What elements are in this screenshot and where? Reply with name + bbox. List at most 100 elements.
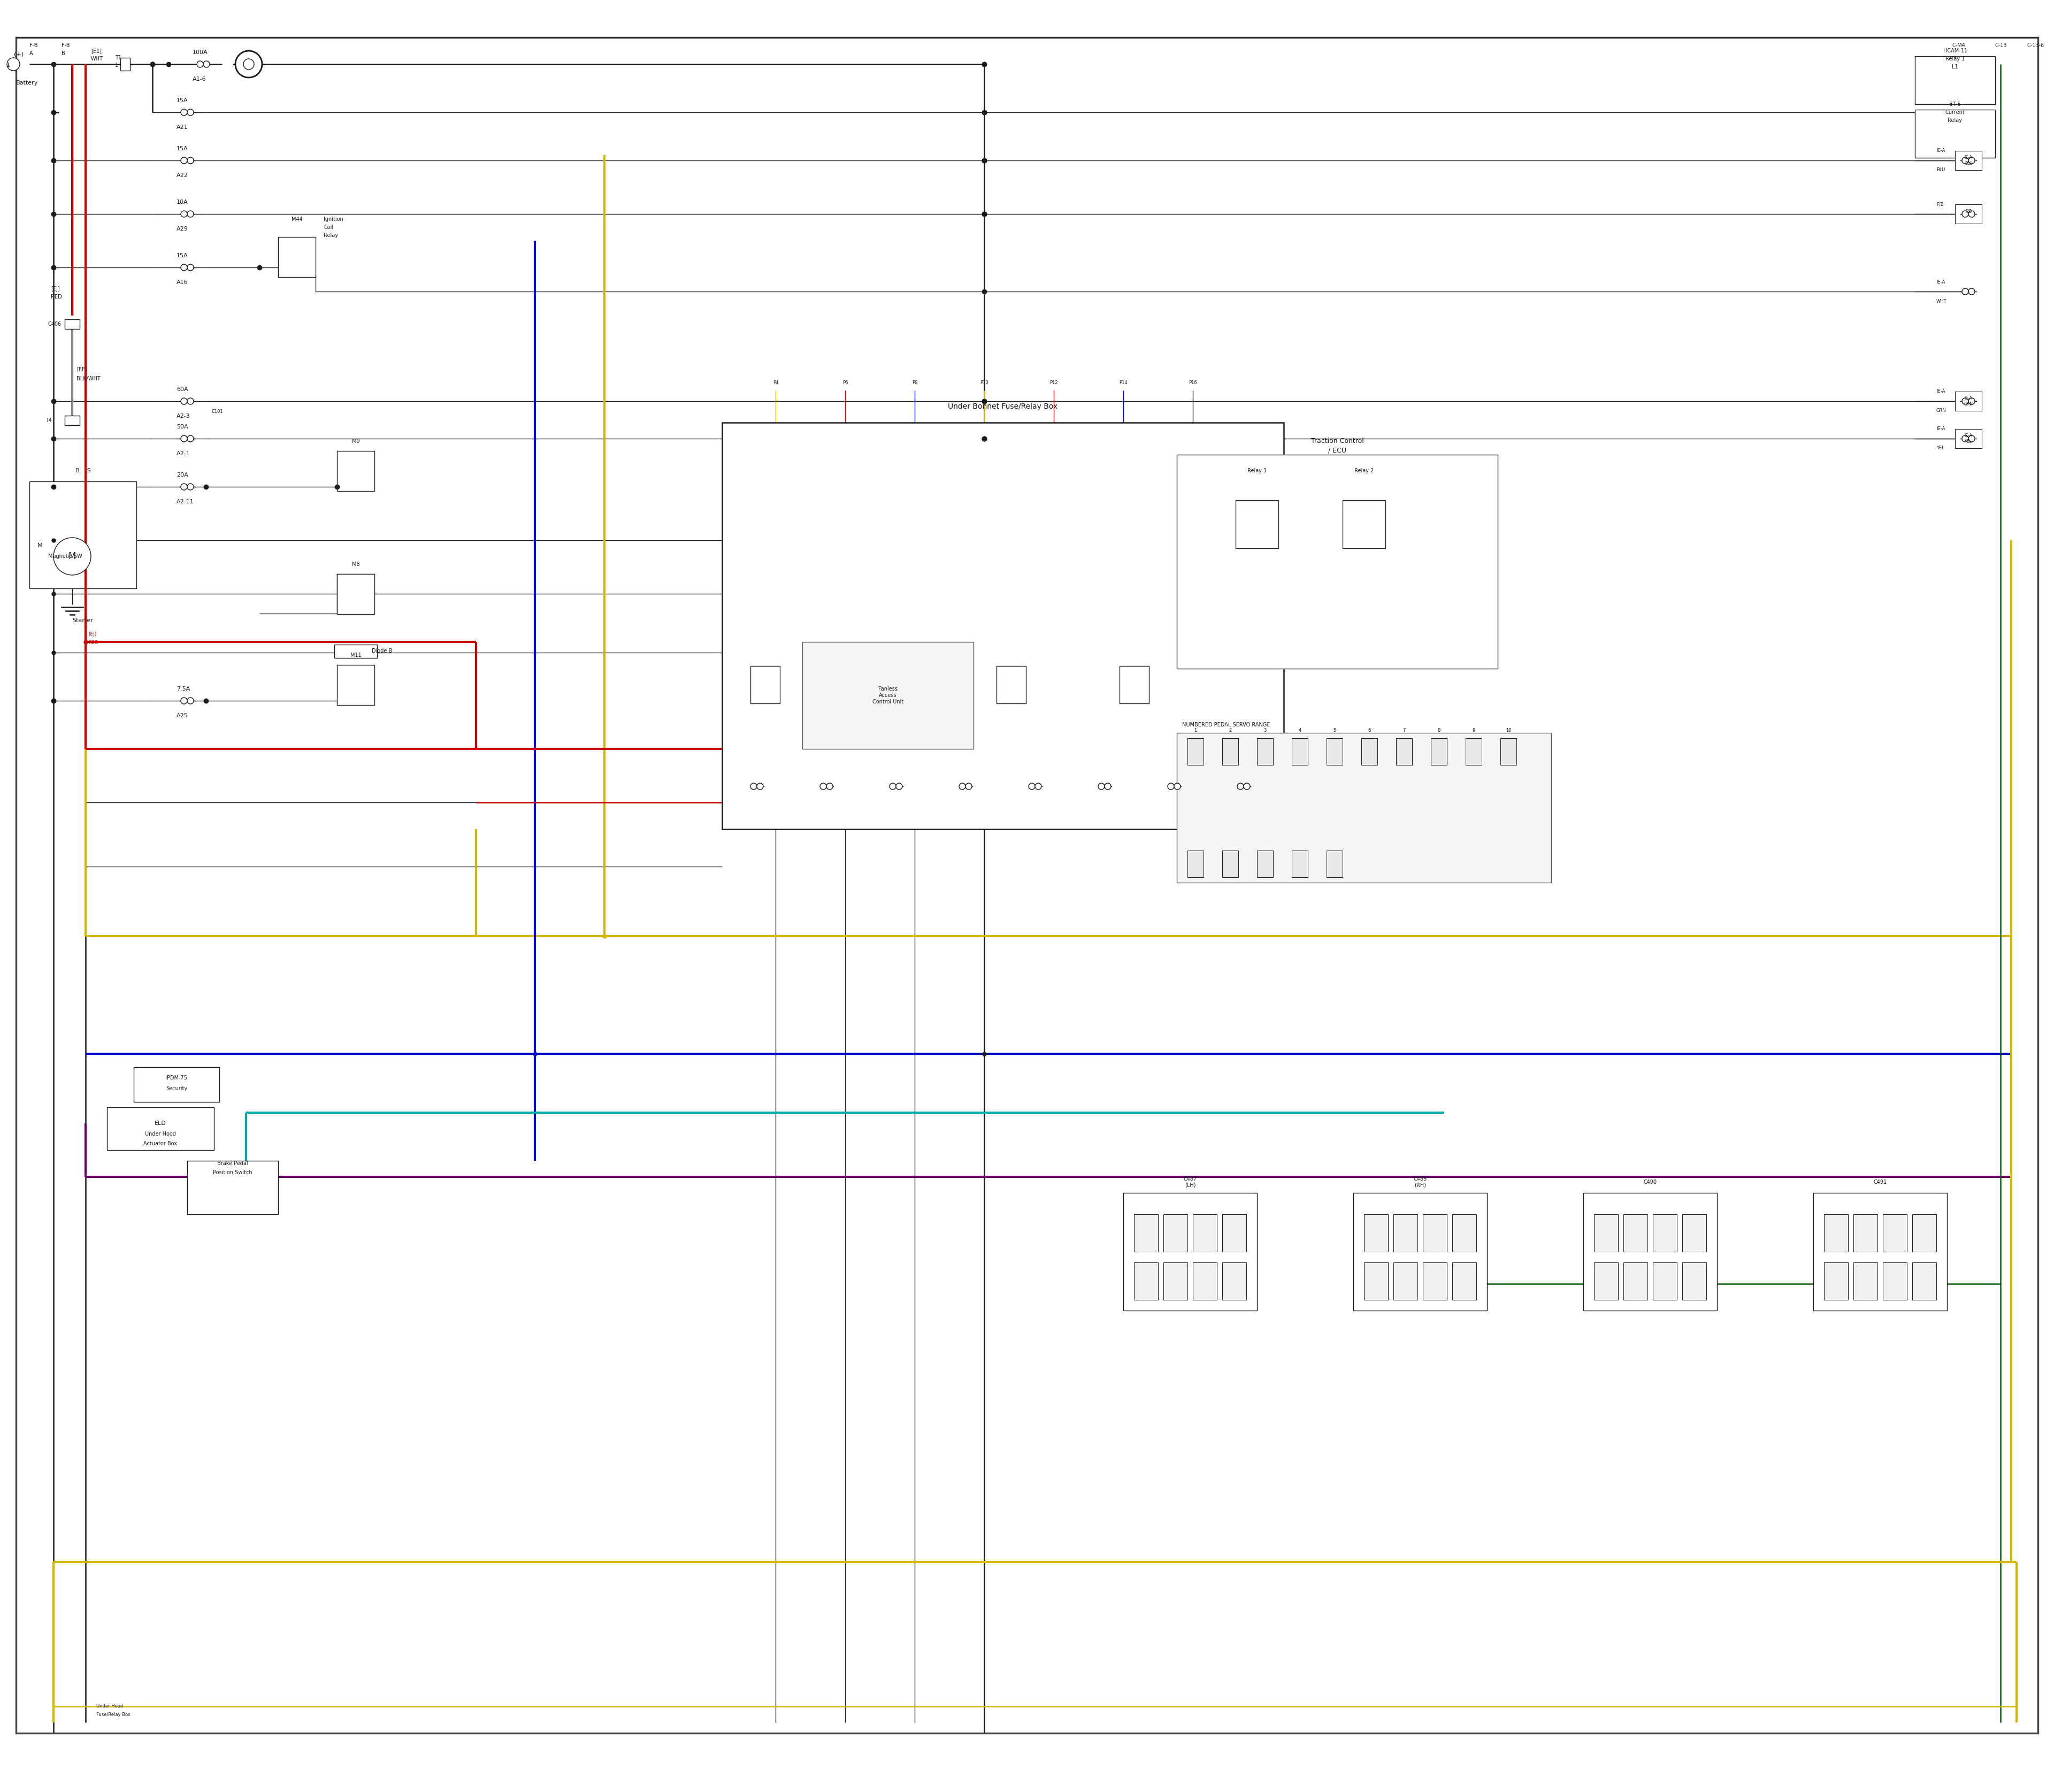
Bar bbox=[66, 319, 80, 330]
Bar bbox=[1393, 1262, 1417, 1299]
Text: YEL: YEL bbox=[1937, 446, 1945, 450]
Bar bbox=[1177, 455, 1497, 668]
Text: GRN: GRN bbox=[1937, 409, 1947, 414]
Text: 15A: 15A bbox=[177, 99, 189, 104]
Circle shape bbox=[181, 158, 187, 163]
Text: Fanless
Access
Control Unit: Fanless Access Control Unit bbox=[873, 686, 904, 704]
Text: Fuse/Relay Box: Fuse/Relay Box bbox=[97, 1711, 131, 1717]
Bar bbox=[1292, 738, 1308, 765]
Text: IE-A: IE-A bbox=[1937, 149, 1945, 154]
Bar bbox=[1362, 738, 1378, 765]
Bar bbox=[1814, 1193, 1947, 1310]
Text: [EJ]: [EJ] bbox=[88, 631, 97, 636]
Bar bbox=[1423, 1215, 1446, 1253]
Text: 2: 2 bbox=[1228, 728, 1232, 733]
Text: C-13-6: C-13-6 bbox=[2027, 43, 2044, 48]
Text: NUMBERED PEDAL SERVO RANGE: NUMBERED PEDAL SERVO RANGE bbox=[1183, 722, 1269, 728]
Circle shape bbox=[965, 783, 972, 790]
Bar bbox=[1914, 109, 1994, 158]
Circle shape bbox=[187, 697, 193, 704]
Text: BT-5: BT-5 bbox=[1949, 102, 1962, 108]
Text: B: B bbox=[62, 50, 66, 56]
Circle shape bbox=[53, 538, 90, 575]
Bar bbox=[1499, 738, 1516, 765]
Circle shape bbox=[826, 783, 832, 790]
Bar bbox=[1912, 1262, 1937, 1299]
Text: P12: P12 bbox=[1050, 380, 1058, 385]
Bar bbox=[1257, 851, 1273, 878]
Bar bbox=[187, 1161, 277, 1215]
Text: 10A: 10A bbox=[177, 199, 189, 204]
Bar bbox=[1222, 1262, 1247, 1299]
Circle shape bbox=[6, 57, 21, 70]
Bar bbox=[1423, 1262, 1446, 1299]
Text: Magnetic SW: Magnetic SW bbox=[47, 554, 82, 559]
Bar bbox=[1594, 1262, 1619, 1299]
Circle shape bbox=[1167, 783, 1175, 790]
Circle shape bbox=[187, 211, 193, 217]
Bar bbox=[1343, 500, 1384, 548]
Circle shape bbox=[1968, 211, 1974, 217]
Text: T1: T1 bbox=[115, 56, 121, 61]
Text: IE-A: IE-A bbox=[1937, 389, 1945, 394]
Text: P14: P14 bbox=[1119, 380, 1128, 385]
Bar bbox=[66, 416, 80, 425]
Bar bbox=[1955, 428, 1982, 448]
Circle shape bbox=[236, 50, 263, 77]
Bar bbox=[1467, 738, 1481, 765]
Circle shape bbox=[181, 435, 187, 443]
Text: 7: 7 bbox=[1403, 728, 1405, 733]
Circle shape bbox=[187, 484, 193, 489]
Text: RED: RED bbox=[51, 294, 62, 299]
Text: Relay 2: Relay 2 bbox=[1354, 468, 1374, 473]
Text: Ignition: Ignition bbox=[325, 217, 343, 222]
Text: P6: P6 bbox=[842, 380, 848, 385]
Text: Actuator Box: Actuator Box bbox=[144, 1142, 177, 1147]
Bar bbox=[1187, 738, 1204, 765]
Bar bbox=[1292, 851, 1308, 878]
Bar bbox=[1884, 1262, 1906, 1299]
Text: 15A: 15A bbox=[177, 145, 189, 151]
Text: M11: M11 bbox=[349, 652, 362, 658]
Bar bbox=[873, 667, 902, 704]
Circle shape bbox=[889, 783, 896, 790]
Text: F-B: F-B bbox=[29, 43, 37, 48]
Circle shape bbox=[896, 783, 902, 790]
Bar bbox=[1193, 1262, 1216, 1299]
Text: A29: A29 bbox=[177, 226, 189, 231]
Text: Relay: Relay bbox=[325, 233, 339, 238]
Text: A: A bbox=[29, 50, 33, 56]
Text: T4: T4 bbox=[45, 418, 51, 423]
Text: M44: M44 bbox=[292, 217, 302, 222]
Circle shape bbox=[1962, 398, 1968, 405]
Text: C491: C491 bbox=[1873, 1179, 1888, 1185]
Bar bbox=[1653, 1215, 1676, 1253]
Text: Brake Pedal: Brake Pedal bbox=[218, 1161, 249, 1167]
Bar bbox=[337, 573, 374, 615]
Bar bbox=[750, 667, 781, 704]
Bar bbox=[1222, 1215, 1247, 1253]
Text: [E1]: [E1] bbox=[90, 48, 101, 54]
Text: BLU: BLU bbox=[1937, 168, 1945, 172]
Text: / ECU: / ECU bbox=[1329, 446, 1345, 453]
Bar bbox=[1824, 1262, 1849, 1299]
Text: 100A: 100A bbox=[193, 50, 207, 56]
Bar bbox=[723, 423, 1284, 830]
Bar bbox=[1452, 1215, 1477, 1253]
Text: 7.5A: 7.5A bbox=[177, 686, 191, 692]
Text: M: M bbox=[37, 543, 43, 548]
Text: F/B: F/B bbox=[1966, 210, 1972, 219]
Text: A2-3: A2-3 bbox=[177, 414, 191, 419]
Bar bbox=[337, 665, 374, 704]
Bar bbox=[1237, 500, 1278, 548]
Bar bbox=[1912, 1215, 1937, 1253]
Circle shape bbox=[1237, 783, 1243, 790]
Bar bbox=[29, 482, 136, 588]
Bar bbox=[1623, 1262, 1647, 1299]
Bar bbox=[1432, 738, 1446, 765]
Bar bbox=[1222, 851, 1239, 878]
Circle shape bbox=[1962, 435, 1968, 443]
Text: 10: 10 bbox=[1506, 728, 1512, 733]
Text: Starter: Starter bbox=[72, 618, 92, 624]
Text: Position Switch: Position Switch bbox=[214, 1170, 253, 1176]
